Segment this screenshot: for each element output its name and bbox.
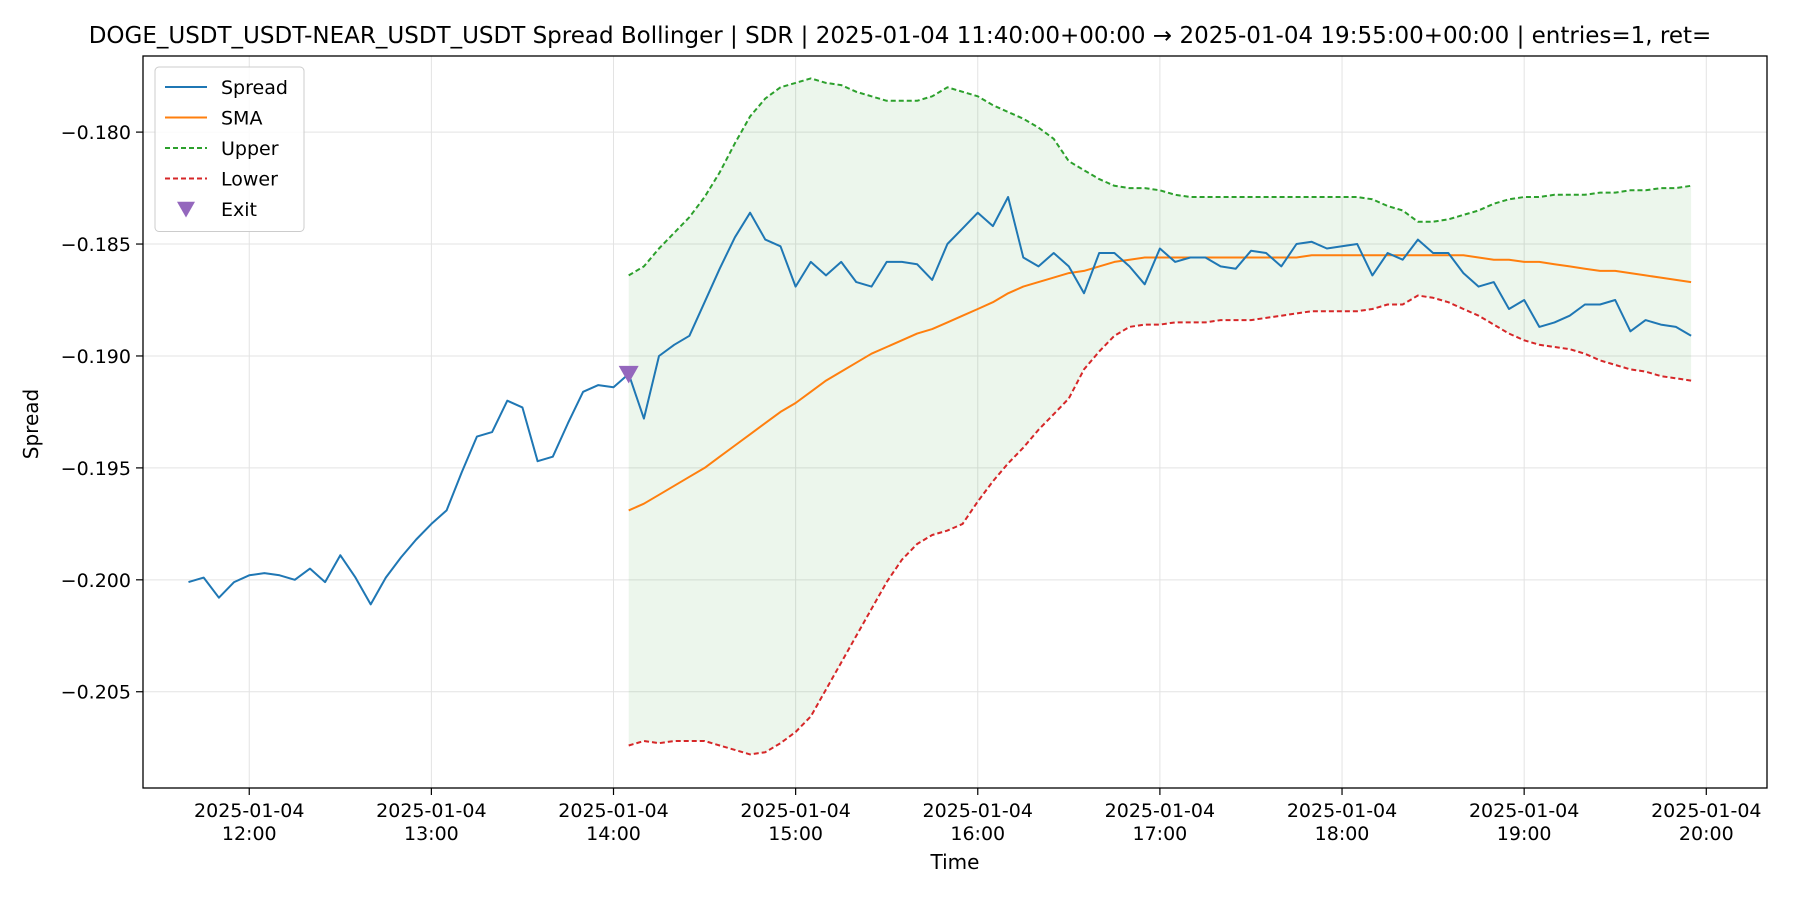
plot-frame — [142, 55, 1768, 789]
grid-lines — [143, 56, 1767, 788]
y-tick-label: −0.190 — [61, 346, 131, 368]
legend-label: Spread — [221, 77, 288, 99]
x-axis-label: Time — [930, 850, 980, 874]
marker-exit — [618, 365, 639, 384]
x-tick-label-time: 19:00 — [1497, 823, 1552, 845]
plot-area — [188, 77, 1692, 756]
legend-label: SMA — [221, 108, 262, 130]
x-tick-label-date: 2025-01-04 — [740, 800, 850, 822]
x-tick-label-date: 2025-01-04 — [376, 800, 486, 822]
chart-title: DOGE_USDT_USDT-NEAR_USDT_USDT Spread Bol… — [89, 23, 1712, 49]
legend-box — [154, 66, 305, 232]
y-tick-label: −0.185 — [61, 234, 131, 256]
y-tick-label: −0.180 — [61, 122, 131, 144]
x-tick-label-date: 2025-01-04 — [558, 800, 668, 822]
x-tick-label-time: 16:00 — [950, 823, 1005, 845]
y-tick-label: −0.195 — [61, 458, 131, 480]
y-tick-label: −0.205 — [61, 682, 131, 704]
x-tick-label-date: 2025-01-04 — [194, 800, 304, 822]
x-tick-label-date: 2025-01-04 — [1651, 800, 1761, 822]
legend-label: Lower — [221, 169, 278, 191]
legend-swatch-exit — [177, 201, 195, 218]
y-tick-label: −0.200 — [61, 570, 131, 592]
x-tick-label-time: 12:00 — [222, 823, 277, 845]
legend-label: Exit — [221, 199, 257, 221]
x-tick-label-time: 17:00 — [1133, 823, 1188, 845]
x-tick-label-time: 15:00 — [768, 823, 823, 845]
x-tick-label-date: 2025-01-04 — [1469, 800, 1579, 822]
x-tick-label-time: 20:00 — [1679, 823, 1734, 845]
x-tick-label-date: 2025-01-04 — [1287, 800, 1397, 822]
axes — [142, 55, 1768, 789]
legend-label: Upper — [221, 138, 279, 160]
x-tick-label-date: 2025-01-04 — [1105, 800, 1215, 822]
series-line-spread — [188, 196, 1692, 606]
series-group — [188, 77, 1692, 756]
x-axis-ticks: 2025-01-0412:002025-01-0413:002025-01-04… — [194, 788, 1762, 845]
x-tick-label-time: 13:00 — [404, 823, 459, 845]
series-line-sma — [628, 254, 1692, 512]
y-axis-label: Spread — [19, 389, 43, 459]
x-tick-label-date: 2025-01-04 — [923, 800, 1033, 822]
x-tick-label-time: 18:00 — [1315, 823, 1370, 845]
series-line-upper — [628, 77, 1692, 277]
x-tick-label-time: 14:00 — [586, 823, 641, 845]
y-axis-ticks: −0.180 −0.185 −0.190 −0.195 −0.200 −0.205 — [61, 122, 143, 704]
legend: Spread SMA Upper Lower Exit — [154, 66, 305, 232]
